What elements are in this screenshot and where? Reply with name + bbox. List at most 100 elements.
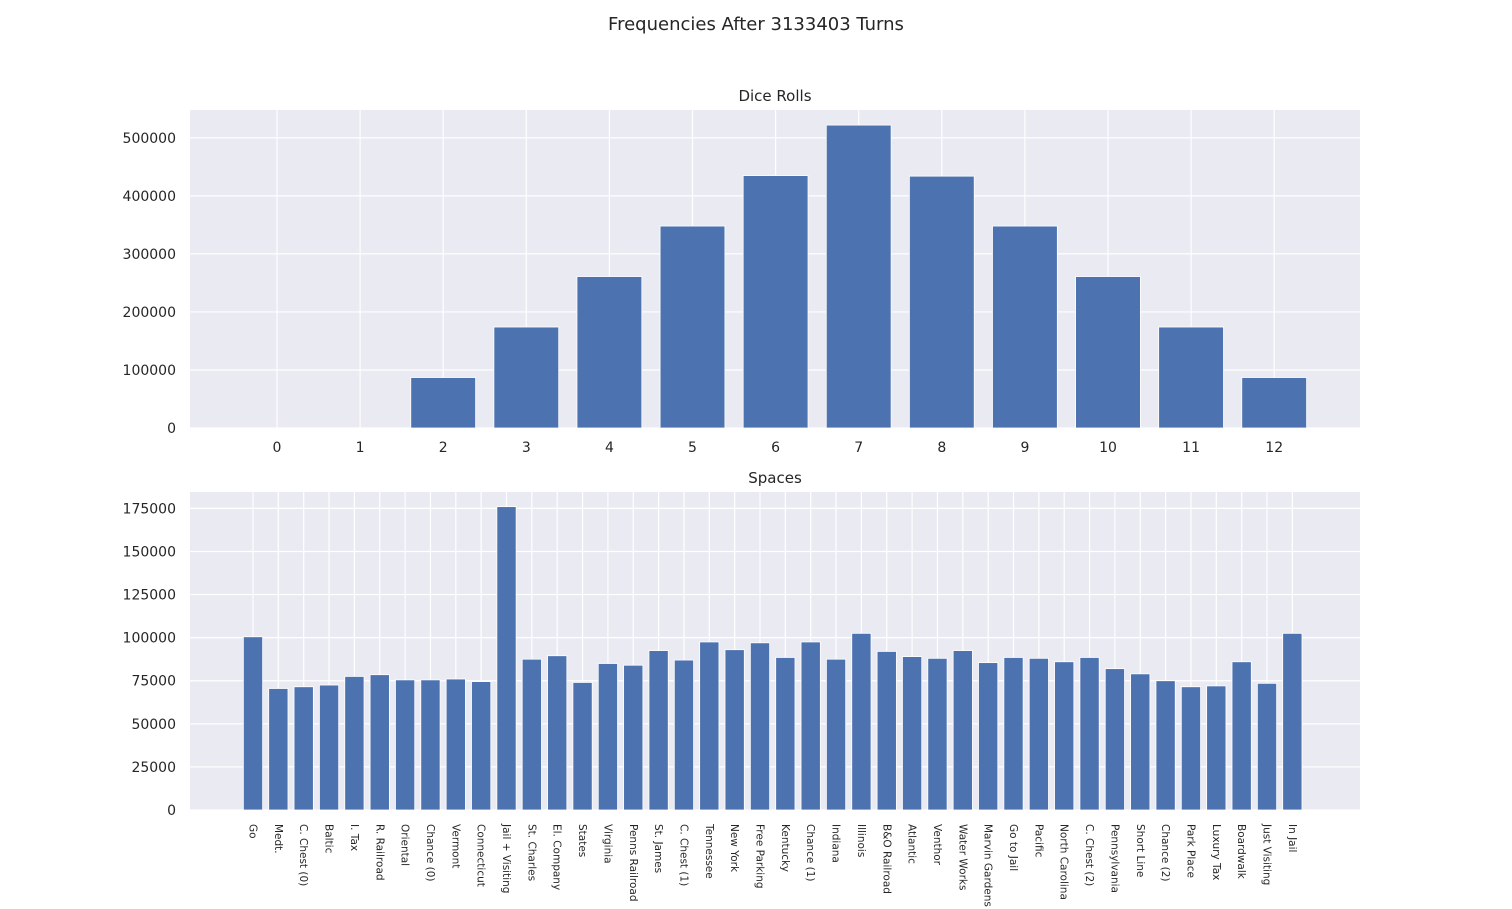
spaces-bar: [242, 636, 264, 811]
spaces-x-tick-label: Kentucky: [779, 824, 791, 872]
spaces-x-tick-label: Chance (2): [1159, 824, 1171, 882]
spaces-x-tick-label: St. James: [652, 824, 664, 873]
dice-bar: [742, 175, 809, 429]
spaces-axes-title: Spaces: [748, 469, 802, 487]
dice-bar: [410, 377, 477, 429]
spaces-bar: [547, 655, 568, 811]
spaces-bar: [1282, 632, 1303, 811]
spaces-x-tick-label: Go: [247, 824, 259, 839]
dice-x-tick-label: 7: [854, 440, 863, 456]
spaces-bar: [369, 674, 390, 811]
spaces-bar: [623, 664, 644, 811]
spaces-bar: [673, 659, 694, 811]
dice-x-tick-label: 12: [1265, 440, 1283, 456]
spaces-bar: [648, 650, 669, 811]
spaces-x-tick-label: Connecticut: [475, 824, 487, 887]
dice-bar: [908, 175, 975, 429]
spaces-bar: [420, 679, 441, 811]
spaces-x-tick-label: Virginia: [601, 824, 613, 864]
spaces-x-tick-label: Water Works: [956, 824, 968, 890]
dice-x-tick-label: 4: [605, 440, 614, 456]
dice-x-tick-label: 3: [522, 440, 531, 456]
spaces-x-tick-label: North Carolina: [1058, 824, 1070, 900]
spaces-bar: [876, 651, 897, 811]
spaces-bar: [851, 632, 872, 811]
spaces-bar: [344, 676, 365, 811]
spaces-x-tick-label: Marvin Gardens: [982, 824, 994, 907]
dice-y-tick-label: 100000: [123, 363, 176, 379]
dice-y-tick-label: 200000: [123, 305, 176, 321]
dice-x-tick-label: 9: [1020, 440, 1029, 456]
spaces-x-tick-label: Short Line: [1134, 824, 1146, 877]
dice-x-tick-label: 8: [937, 440, 946, 456]
spaces-x-tick-label: Vermont: [449, 824, 461, 868]
figure-title: Frequencies After 3133403 Turns: [608, 14, 904, 35]
dice-bar: [825, 124, 892, 429]
spaces-x-tick-label: Park Place: [1184, 824, 1196, 878]
spaces-x-tick-label: I. Tax: [348, 824, 360, 851]
spaces-y-tick-label: 0: [167, 803, 176, 819]
spaces-bar: [978, 662, 999, 811]
spaces-x-tick-label: El. Company: [551, 824, 563, 890]
dice-bar: [659, 225, 726, 429]
spaces-x-tick-label: C. Chest (2): [1083, 824, 1095, 886]
dice-axes-title: Dice Rolls: [738, 87, 811, 105]
spaces-x-tick-label: Just Visiting: [1261, 823, 1273, 885]
spaces-bar: [927, 657, 948, 811]
spaces-bar: [1079, 657, 1100, 811]
spaces-x-tick-label: Go to Jail: [1007, 824, 1019, 871]
dice-bar: [1241, 377, 1308, 429]
spaces-x-tick-label: Penns Railroad: [627, 824, 639, 901]
spaces-bar: [952, 650, 973, 811]
spaces-bar: [1256, 682, 1278, 811]
spaces-bar: [902, 656, 923, 811]
spaces-bar: [1028, 657, 1049, 811]
spaces-bar: [1104, 668, 1125, 811]
spaces-y-tick-label: 150000: [123, 544, 176, 560]
dice-bar: [1075, 276, 1141, 429]
spaces-bar: [471, 681, 492, 811]
spaces-bar: [775, 657, 796, 811]
spaces-bar: [826, 658, 847, 811]
spaces-bar: [749, 642, 771, 811]
dice-y-tick-label: 300000: [123, 247, 176, 263]
spaces-bar: [1054, 661, 1075, 811]
spaces-x-tick-label: States: [576, 824, 588, 857]
spaces-x-tick-label: Atlantic: [906, 824, 918, 864]
spaces-x-tick-label: St. Charles: [525, 824, 537, 881]
spaces-bar: [1003, 657, 1024, 811]
spaces-x-tick-label: Medt.: [272, 824, 284, 854]
spaces-bar: [572, 682, 593, 811]
spaces-x-tick-label: In Jail: [1286, 824, 1298, 852]
spaces-x-tick-label: Illinois: [855, 824, 867, 857]
spaces-x-tick-label: Boardwalk: [1235, 824, 1247, 880]
spaces-x-tick-label: Venthor: [931, 824, 943, 866]
dice-x-tick-label: 2: [439, 440, 448, 456]
spaces-bar: [1206, 685, 1227, 811]
dice-bar: [1158, 326, 1224, 429]
spaces-bar: [699, 641, 720, 811]
dice-x-tick-label: 0: [273, 440, 282, 456]
spaces-x-tick-label: R. Railroad: [373, 824, 385, 881]
spaces-x-tick-label: Jail + Visiting: [500, 823, 512, 893]
spaces-y-tick-label: 75000: [131, 674, 176, 690]
spaces-bar: [1231, 661, 1252, 811]
spaces-axes: 0 25000 50000 75000 100000 125000 150000 175000…: [123, 469, 1360, 907]
spaces-x-tick-label: Pacific: [1032, 824, 1044, 858]
spaces-x-tick-label: Indiana: [830, 824, 842, 863]
spaces-bar: [521, 658, 542, 811]
spaces-bar: [319, 684, 340, 811]
spaces-x-tick-label: Free Parking: [754, 824, 766, 889]
dice-y-tick-label: 0: [167, 421, 176, 437]
spaces-x-tick-label: Luxury Tax: [1210, 824, 1222, 880]
dice-y-tick-label: 500000: [123, 131, 176, 147]
spaces-x-tick-label: C. Chest (0): [297, 824, 309, 886]
spaces-bar: [1180, 686, 1201, 811]
dice-x-tick-label: 10: [1099, 440, 1117, 456]
dice-x-tick-label: 1: [356, 440, 365, 456]
spaces-y-tick-label: 175000: [123, 501, 176, 517]
spaces-x-tick-label: Chance (0): [424, 824, 436, 882]
spaces-y-tick-label: 50000: [131, 717, 176, 733]
